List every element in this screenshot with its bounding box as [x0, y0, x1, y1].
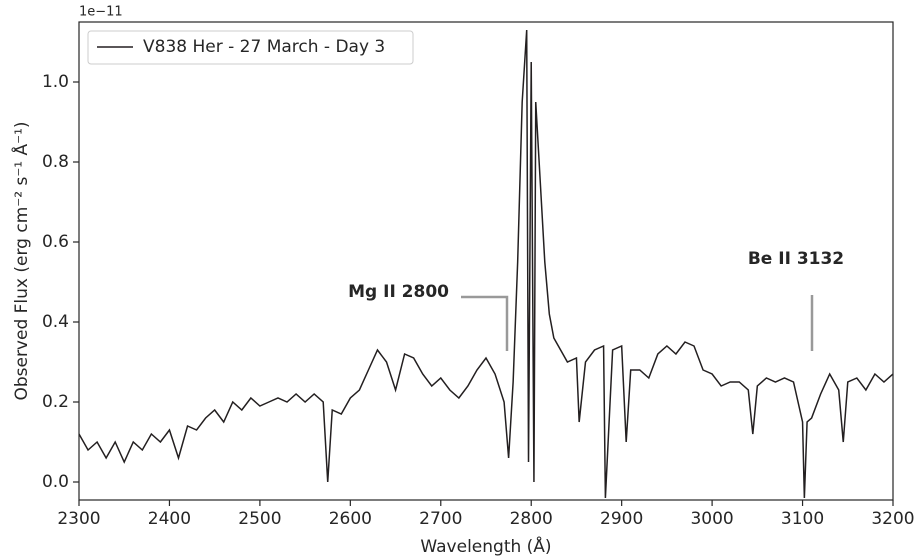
x-tick-label: 2400 [148, 509, 191, 529]
annotation-bracket [461, 295, 509, 351]
annotation: Mg II 2800 [348, 282, 449, 302]
x-tick-label: 3100 [781, 509, 824, 529]
x-tick-label: 2300 [57, 509, 100, 529]
x-tick-label: 2500 [238, 509, 281, 529]
y-tick-label: 0.0 [42, 472, 69, 492]
legend-box [87, 30, 414, 65]
x-tick-label: 2900 [600, 509, 643, 529]
x-tick-label: 2600 [329, 509, 372, 529]
y-tick-label: 0.8 [42, 152, 69, 172]
x-axis-label: Wavelength (Å) [420, 535, 551, 557]
legend-label: V838 Her - 27 March - Day 3 [143, 37, 385, 57]
spectrum-line [79, 29, 893, 499]
y-tick-label: 1.0 [42, 72, 69, 92]
y-tick-label: 0.6 [42, 232, 69, 252]
y-axis-label: Observed Flux (erg cm⁻² s⁻¹ Å⁻¹) [10, 121, 32, 400]
x-tick-label: 2800 [510, 509, 553, 529]
offset-text: 1e−11 [79, 5, 123, 20]
y-tick-label: 0.2 [42, 392, 69, 412]
y-tick-label: 0.4 [42, 312, 69, 332]
x-tick-label: 3000 [690, 509, 733, 529]
plot-frame [78, 21, 894, 501]
x-tick-label: 3200 [871, 509, 914, 529]
x-tick-label: 2700 [419, 509, 462, 529]
annotation: Be II 3132 [748, 249, 844, 269]
